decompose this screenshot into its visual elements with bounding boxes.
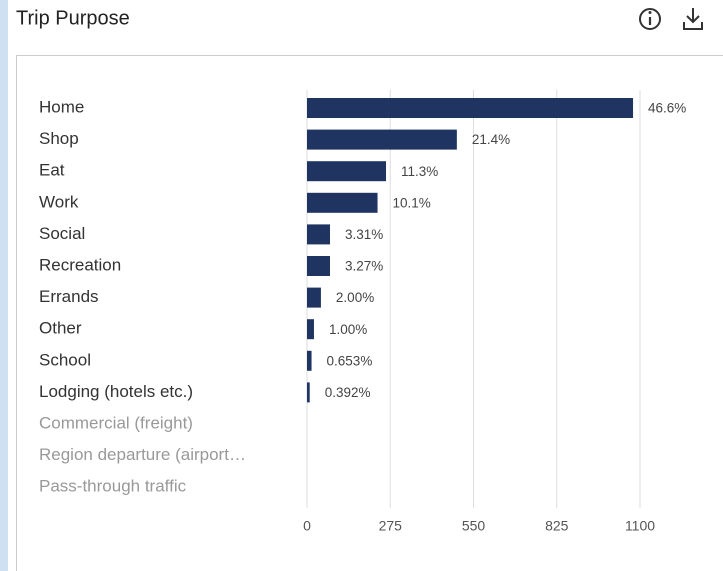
x-tick-label: 0 <box>303 518 311 534</box>
category-label: Shop <box>39 129 79 148</box>
category-label: Recreation <box>39 255 121 274</box>
category-label: Commercial (freight) <box>39 413 193 432</box>
x-tick-label: 825 <box>545 518 569 534</box>
value-label: 3.27% <box>345 259 383 274</box>
bar <box>307 319 314 340</box>
x-tick-label: 550 <box>462 518 486 534</box>
value-label: 1.00% <box>329 322 367 337</box>
side-strip <box>0 0 8 571</box>
info-icon[interactable] <box>639 8 661 30</box>
bar <box>307 98 634 118</box>
bar <box>307 192 378 213</box>
chart-title: Trip Purpose <box>16 7 130 29</box>
category-label: Other <box>39 319 82 338</box>
plot-area: 0 275 550 825 1100 Home 46.6% Shop 21.4% Eat 11.3%… <box>39 90 686 534</box>
value-label: 21.4% <box>472 132 510 147</box>
value-label: 46.6% <box>648 101 686 116</box>
value-label: 3.31% <box>345 227 383 242</box>
value-label: 0.392% <box>325 385 371 400</box>
category-label: Errands <box>39 287 99 306</box>
category-label: Pass-through traffic <box>39 477 187 496</box>
bar <box>307 129 457 150</box>
category-label: Region departure (airport… <box>39 445 246 464</box>
download-icon[interactable] <box>683 8 703 30</box>
category-label: School <box>39 350 91 369</box>
value-label: 0.653% <box>327 353 373 368</box>
bar <box>307 161 387 182</box>
category-label: Work <box>39 192 79 211</box>
category-label: Social <box>39 224 85 243</box>
value-label: 10.1% <box>393 195 431 210</box>
bar <box>307 350 312 371</box>
bar <box>307 256 331 276</box>
category-label: Home <box>39 97 84 116</box>
category-label: Lodging (hotels etc.) <box>39 382 193 401</box>
bar <box>307 382 310 403</box>
value-label: 11.3% <box>401 164 438 179</box>
category-label: Eat <box>39 161 65 180</box>
value-label: 2.00% <box>336 290 374 305</box>
x-tick-label: 275 <box>379 518 403 534</box>
bar <box>307 287 321 308</box>
bar <box>307 224 331 245</box>
x-tick-label: 1100 <box>625 518 655 534</box>
